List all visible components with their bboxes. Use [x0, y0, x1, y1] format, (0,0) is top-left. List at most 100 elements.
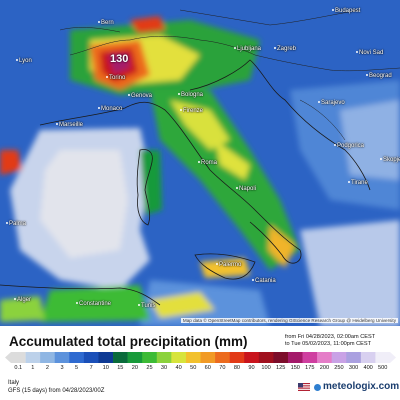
city-name: Novi Sad	[359, 50, 384, 56]
city-name: Tirane	[351, 180, 368, 186]
city-label: Palermo	[216, 262, 241, 268]
city-dot-icon	[234, 47, 236, 50]
color-scale-tick-label: 175	[305, 365, 315, 371]
color-scale-ticks: 0.1 1 2 3 5 7 10 15 20 25 30 40 50 60 70 80 90 100 125 150 1…	[5, 365, 396, 374]
city-dot-icon	[356, 51, 358, 54]
city-label: Ljubljana	[234, 46, 261, 52]
precipitation-map[interactable]: Bern Budapest Ljubljana Zagreb Novi Sad Beogr…	[0, 0, 400, 326]
color-scale-segment	[98, 352, 114, 363]
city-label: Genova	[128, 93, 152, 99]
color-scale-segment	[40, 352, 56, 363]
color-scale-tick-label: 70	[219, 365, 226, 371]
color-scale-tick-label: 3	[60, 365, 64, 371]
city-dot-icon	[98, 107, 100, 110]
color-scale-tick-label: 250	[334, 365, 344, 371]
city-dot-icon	[380, 158, 382, 161]
city-dot-icon	[318, 101, 320, 104]
color-scale-tick-label: 125	[276, 365, 286, 371]
color-scale-tick-label: 25	[146, 365, 153, 371]
precip-field	[0, 16, 400, 326]
city-name: Palma	[9, 221, 27, 227]
city-label: Constantine	[76, 301, 111, 307]
color-scale-segment	[83, 352, 99, 363]
color-scale-tick-label: 50	[190, 365, 197, 371]
city-dot-icon	[348, 181, 350, 184]
color-scale-tick-label: 300	[348, 365, 359, 371]
color-scale-tick-label: 500	[378, 365, 388, 371]
color-scale-tick-label: 60	[204, 365, 211, 371]
color-scale-segment	[142, 352, 158, 363]
color-scale-segment	[229, 352, 245, 363]
city-label: Torino	[106, 75, 125, 81]
city-name: Bern	[101, 20, 114, 26]
city-dot-icon	[334, 144, 336, 147]
us-flag-icon[interactable]	[298, 383, 310, 391]
color-scale-segment	[156, 352, 172, 363]
color-scale-tick-label: 2	[45, 365, 49, 371]
meteologix-logo-icon	[314, 384, 321, 391]
city-name: Roma	[201, 160, 218, 166]
legend-title: Accumulated total precipitation (mm)	[9, 334, 248, 349]
color-scale-segment	[287, 352, 303, 363]
city-dot-icon	[198, 161, 200, 164]
city-label: Bern	[98, 20, 114, 26]
city-label: Budapest	[332, 8, 360, 14]
city-name: Torino	[109, 75, 126, 81]
time-range-from: from Fri 04/28/2023, 02:00am CEST	[285, 334, 376, 340]
city-label: Sarajevo	[318, 100, 345, 106]
city-dot-icon	[6, 222, 8, 225]
color-scale-tick-label: 150	[290, 365, 300, 371]
city-dot-icon	[274, 47, 276, 50]
city-name: Constantine	[79, 301, 112, 307]
city-dot-icon	[332, 9, 334, 12]
time-range-to: to Tue 05/02/2023, 11:00pm CEST	[285, 341, 372, 347]
color-scale-tick-label: 200	[319, 365, 330, 371]
city-label: Bologna	[178, 92, 203, 98]
color-scale-segment	[331, 352, 347, 363]
country-borders	[59, 9, 400, 141]
color-scale-segment	[171, 352, 187, 363]
color-scale-tick-label: 100	[261, 365, 271, 371]
city-name: Podgorica	[337, 143, 365, 149]
brand-name[interactable]: meteologix.com	[323, 381, 400, 392]
color-scale-segment	[302, 352, 318, 363]
map-attribution[interactable]: Map data © OpenStreetMap contributors, r…	[180, 318, 398, 323]
city-label: Skopje	[380, 157, 400, 163]
color-scale-segment	[317, 352, 332, 363]
color-scale-tick-label: 80	[233, 365, 241, 371]
city-label: Napoli	[236, 186, 256, 192]
city-name: Sarajevo	[321, 100, 345, 106]
city-name: Ljubljana	[237, 46, 262, 52]
city-name: Firenze	[183, 108, 204, 114]
color-scale-segment	[5, 352, 26, 363]
color-scale-tick-label: 1	[31, 365, 35, 371]
city-label: Monaco	[98, 106, 122, 112]
color-scale-segment	[346, 352, 362, 363]
city-dot-icon	[128, 94, 130, 97]
city-name: Genova	[131, 93, 153, 99]
color-scale-segment	[54, 352, 70, 363]
color-scale-tick-label: 40	[175, 365, 182, 371]
city-name: Skopje	[383, 157, 400, 163]
city-label: Palma	[6, 221, 26, 227]
coastlines	[0, 59, 371, 306]
city-name: Bologna	[181, 92, 204, 98]
city-dot-icon	[98, 21, 100, 24]
color-scale-segment	[258, 352, 274, 363]
region-label: Italy	[8, 380, 20, 386]
city-label: Tirane	[348, 180, 368, 186]
city-label: Lyon	[16, 58, 32, 64]
city-dot-icon	[76, 302, 78, 305]
color-scale-segment	[127, 352, 143, 363]
city-dot-icon	[178, 93, 180, 96]
city-name: Napoli	[239, 186, 257, 192]
city-dot-icon	[106, 76, 108, 79]
city-name: Palermo	[219, 262, 242, 268]
city-name: Lyon	[19, 58, 32, 64]
city-label: Catania	[252, 278, 276, 284]
city-name: Alger	[17, 297, 32, 303]
city-dot-icon	[216, 263, 218, 266]
city-dot-icon	[138, 304, 140, 307]
model-info-label: GFS (15 days) from 04/28/2023/00Z	[8, 388, 105, 394]
city-dot-icon	[56, 123, 58, 126]
